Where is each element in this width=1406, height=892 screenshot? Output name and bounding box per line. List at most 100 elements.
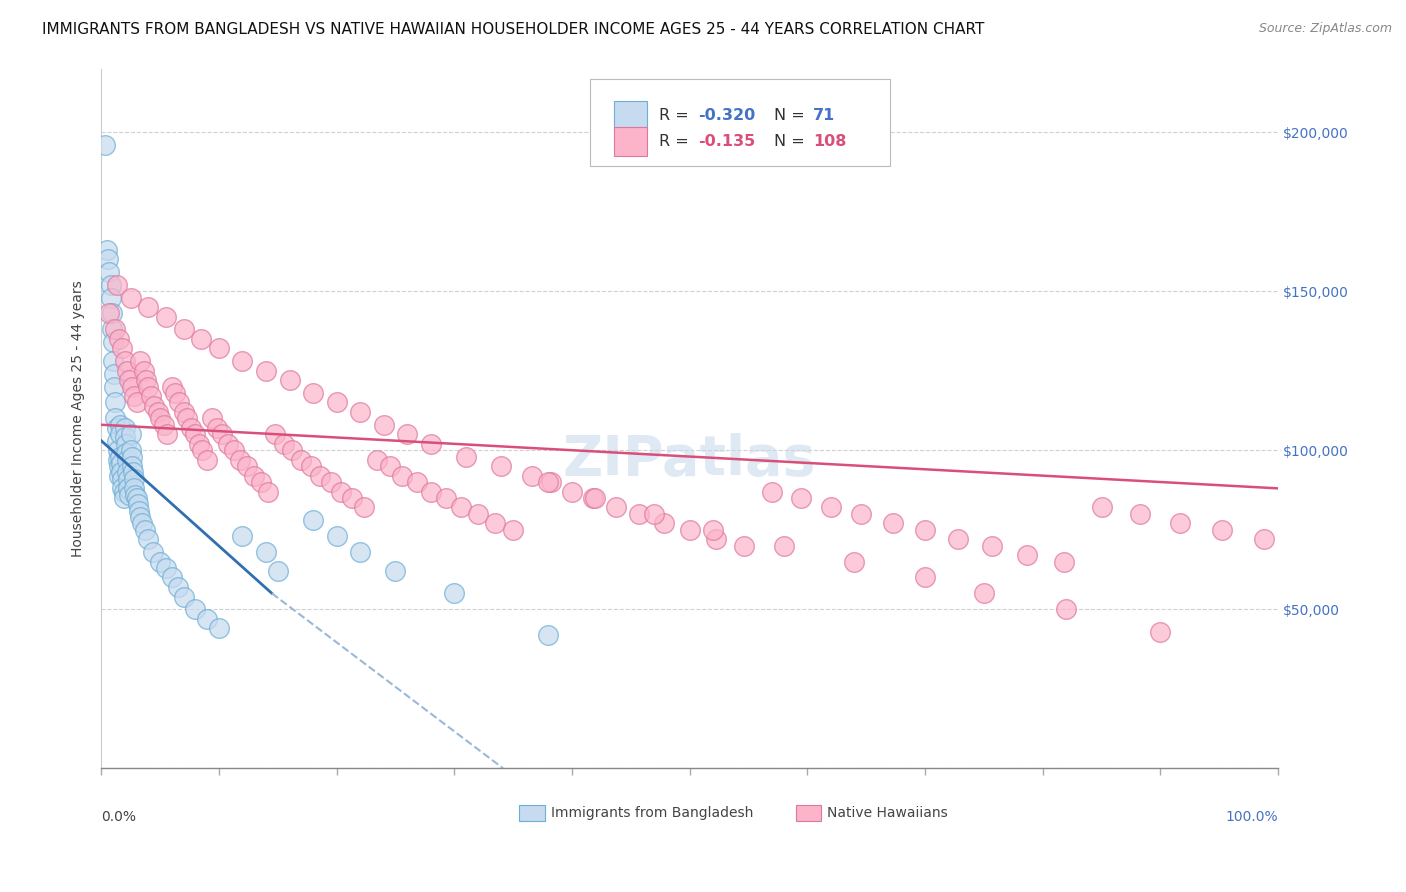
- Text: 71: 71: [813, 108, 835, 123]
- Point: [129, 510, 152, 524]
- Point: [129, 354, 152, 368]
- Point: [176, 411, 198, 425]
- Point: [166, 580, 188, 594]
- Point: [243, 468, 266, 483]
- Text: Native Hawaiians: Native Hawaiians: [827, 806, 948, 820]
- Point: [537, 475, 560, 489]
- Point: [107, 443, 129, 458]
- Point: [112, 484, 135, 499]
- Point: [229, 452, 252, 467]
- Point: [110, 456, 132, 470]
- Point: [101, 354, 124, 368]
- Point: [108, 417, 131, 432]
- Point: [702, 523, 724, 537]
- Point: [537, 628, 560, 642]
- Point: [104, 411, 127, 425]
- Point: [325, 395, 347, 409]
- Point: [121, 459, 143, 474]
- Point: [250, 475, 273, 489]
- Text: N =: N =: [775, 108, 810, 123]
- Bar: [614, 101, 647, 130]
- Point: [191, 443, 214, 458]
- Text: N =: N =: [775, 134, 810, 149]
- Point: [122, 389, 145, 403]
- Point: [100, 291, 122, 305]
- Point: [142, 545, 165, 559]
- Point: [981, 539, 1004, 553]
- Point: [127, 497, 149, 511]
- Point: [173, 590, 195, 604]
- Point: [93, 137, 115, 152]
- Point: [882, 516, 904, 531]
- Point: [201, 411, 224, 425]
- Point: [136, 300, 159, 314]
- Point: [128, 503, 150, 517]
- Point: [254, 364, 277, 378]
- Point: [434, 491, 457, 505]
- Point: [353, 500, 375, 515]
- Point: [125, 491, 148, 505]
- Point: [373, 417, 395, 432]
- Point: [231, 354, 253, 368]
- Point: [173, 322, 195, 336]
- Point: [340, 491, 363, 505]
- Point: [772, 539, 794, 553]
- Point: [120, 443, 142, 458]
- Point: [121, 379, 143, 393]
- Point: [139, 389, 162, 403]
- Point: [733, 539, 755, 553]
- Point: [391, 468, 413, 483]
- Point: [101, 306, 124, 320]
- Point: [914, 570, 936, 584]
- Point: [205, 421, 228, 435]
- Point: [1053, 555, 1076, 569]
- Point: [302, 513, 325, 527]
- Point: [1211, 523, 1233, 537]
- Point: [652, 516, 675, 531]
- Point: [820, 500, 842, 515]
- Point: [155, 561, 177, 575]
- Point: [108, 468, 131, 483]
- Point: [467, 507, 489, 521]
- Point: [1170, 516, 1192, 531]
- Point: [108, 450, 131, 464]
- Point: [115, 364, 138, 378]
- Point: [299, 459, 322, 474]
- Point: [211, 427, 233, 442]
- Point: [149, 555, 172, 569]
- Point: [946, 533, 969, 547]
- Point: [628, 507, 651, 521]
- Point: [136, 533, 159, 547]
- Text: R =: R =: [659, 134, 695, 149]
- Text: 108: 108: [813, 134, 846, 149]
- Point: [115, 446, 138, 460]
- Point: [136, 379, 159, 393]
- Point: [115, 466, 138, 480]
- Point: [120, 291, 142, 305]
- Point: [165, 386, 187, 401]
- Bar: [519, 805, 546, 821]
- Point: [132, 364, 155, 378]
- Point: [405, 475, 427, 489]
- Point: [125, 395, 148, 409]
- Text: R =: R =: [659, 108, 695, 123]
- Point: [118, 373, 141, 387]
- Point: [118, 488, 141, 502]
- Point: [582, 491, 605, 505]
- Point: [1054, 602, 1077, 616]
- Point: [156, 427, 179, 442]
- Point: [97, 252, 120, 267]
- Point: [111, 472, 134, 486]
- Text: 0.0%: 0.0%: [101, 810, 136, 824]
- Bar: [614, 127, 647, 156]
- Point: [110, 466, 132, 480]
- Point: [330, 484, 353, 499]
- Point: [108, 459, 131, 474]
- Point: [131, 516, 153, 531]
- Point: [844, 555, 866, 569]
- Point: [120, 427, 142, 442]
- Point: [349, 405, 371, 419]
- Point: [419, 437, 441, 451]
- Point: [1253, 533, 1275, 547]
- Point: [122, 481, 145, 495]
